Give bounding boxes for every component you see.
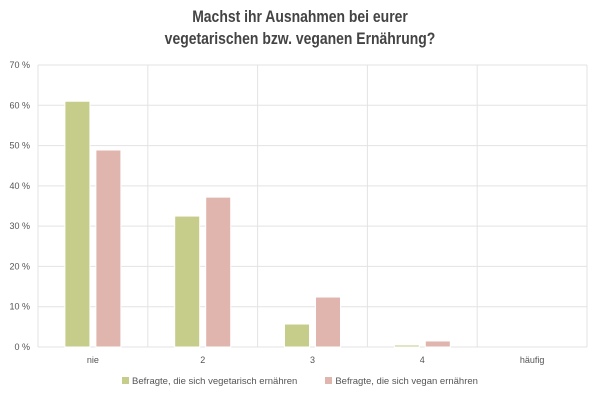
x-tick-label: 3 bbox=[310, 355, 315, 365]
y-tick-label: 20 % bbox=[9, 261, 30, 271]
legend-item-vegetarian: Befragte, die sich vegetarisch ernähren bbox=[122, 376, 297, 387]
y-tick-label: 70 % bbox=[9, 60, 30, 70]
x-tick-label: 2 bbox=[200, 355, 205, 365]
x-tick-label: häufig bbox=[520, 355, 545, 365]
y-tick-label: 0 % bbox=[14, 342, 30, 352]
legend-label: Befragte, die sich vegetarisch ernähren bbox=[132, 376, 298, 387]
y-tick-label: 60 % bbox=[9, 100, 30, 110]
legend-item-vegan: Befragte, die sich vegan ernähren bbox=[325, 376, 478, 387]
bar-vegan bbox=[315, 296, 341, 348]
bar-vegetarian bbox=[284, 323, 310, 348]
x-tick-label: nie bbox=[87, 355, 99, 365]
title-line-1: Machst ihr Ausnahmen bei eurer bbox=[192, 7, 408, 26]
y-tick-label: 40 % bbox=[9, 181, 30, 191]
y-tick-label: 10 % bbox=[9, 302, 30, 312]
legend-label: Befragte, die sich vegan ernähren bbox=[335, 376, 478, 387]
title-line-2: vegetarischen bzw. veganen Ernährung? bbox=[164, 29, 436, 48]
y-tick-label: 30 % bbox=[9, 221, 30, 231]
legend-swatch bbox=[325, 377, 333, 384]
bar-vegetarian bbox=[393, 344, 420, 348]
legend-swatch bbox=[122, 377, 130, 384]
bar-vegan bbox=[95, 149, 122, 348]
bar-vegan bbox=[205, 196, 232, 348]
chart-title: Machst ihr Ausnahmen bei eurer vegetarisc… bbox=[54, 6, 546, 50]
legend: Befragte, die sich vegetarisch ernähren … bbox=[0, 376, 600, 387]
bar-vegetarian bbox=[174, 215, 201, 348]
x-tick-label: 4 bbox=[420, 355, 425, 365]
bar-vegetarian bbox=[64, 100, 91, 348]
bar-vegan bbox=[424, 340, 451, 348]
y-tick-label: 50 % bbox=[9, 141, 30, 151]
